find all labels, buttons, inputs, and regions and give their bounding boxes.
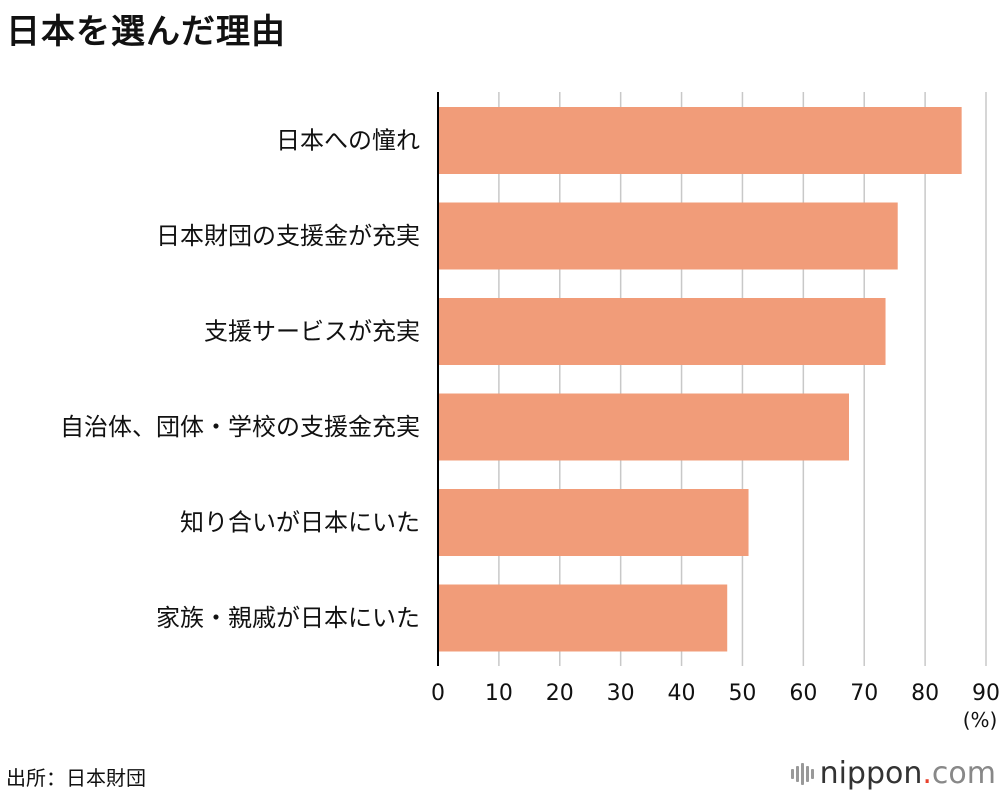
category-label: 家族・親戚が日本にいた <box>156 604 420 632</box>
x-tick-labels: 0 10 20 30 40 50 60 70 80 90 <box>431 681 1000 706</box>
bars <box>438 107 962 652</box>
bar <box>438 107 962 174</box>
logo-tld: com <box>931 756 996 791</box>
category-label: 自治体、団体・学校の支援金充実 <box>60 413 420 441</box>
bar <box>438 584 728 652</box>
x-tick-label: 10 <box>485 681 513 706</box>
category-label: 日本財団の支援金が充実 <box>156 222 420 250</box>
category-label: 知り合いが日本にいた <box>180 509 420 537</box>
x-tick-label: 70 <box>850 681 878 706</box>
x-tick-label: 90 <box>972 681 1000 706</box>
bar <box>438 393 849 461</box>
x-tick-label: 0 <box>431 681 445 706</box>
x-tick-label: 40 <box>668 681 696 706</box>
source-note: 出所：日本財団 <box>6 766 146 790</box>
chart-title: 日本を選んだ理由 <box>6 12 286 52</box>
bar <box>438 298 886 365</box>
logo-dot: . <box>922 756 932 791</box>
logo-bars-icon <box>790 762 814 785</box>
bar <box>438 489 749 556</box>
category-label: 支援サービスが充実 <box>204 318 420 346</box>
x-unit-label: (%) <box>963 708 998 732</box>
x-tick-label: 20 <box>546 681 574 706</box>
grid-lines <box>498 92 987 666</box>
logo-name: nippon <box>819 756 923 791</box>
x-tick-label: 50 <box>728 681 756 706</box>
nippon-logo: nippon. com <box>790 756 996 791</box>
category-labels: 日本への憧れ日本財団の支援金が充実支援サービスが充実自治体、団体・学校の支援金充… <box>60 127 420 633</box>
x-tick-label: 80 <box>911 681 939 706</box>
bar <box>438 202 898 270</box>
category-label: 日本への憧れ <box>276 127 420 155</box>
x-tick-label: 60 <box>789 681 817 706</box>
x-tick-label: 30 <box>607 681 635 706</box>
